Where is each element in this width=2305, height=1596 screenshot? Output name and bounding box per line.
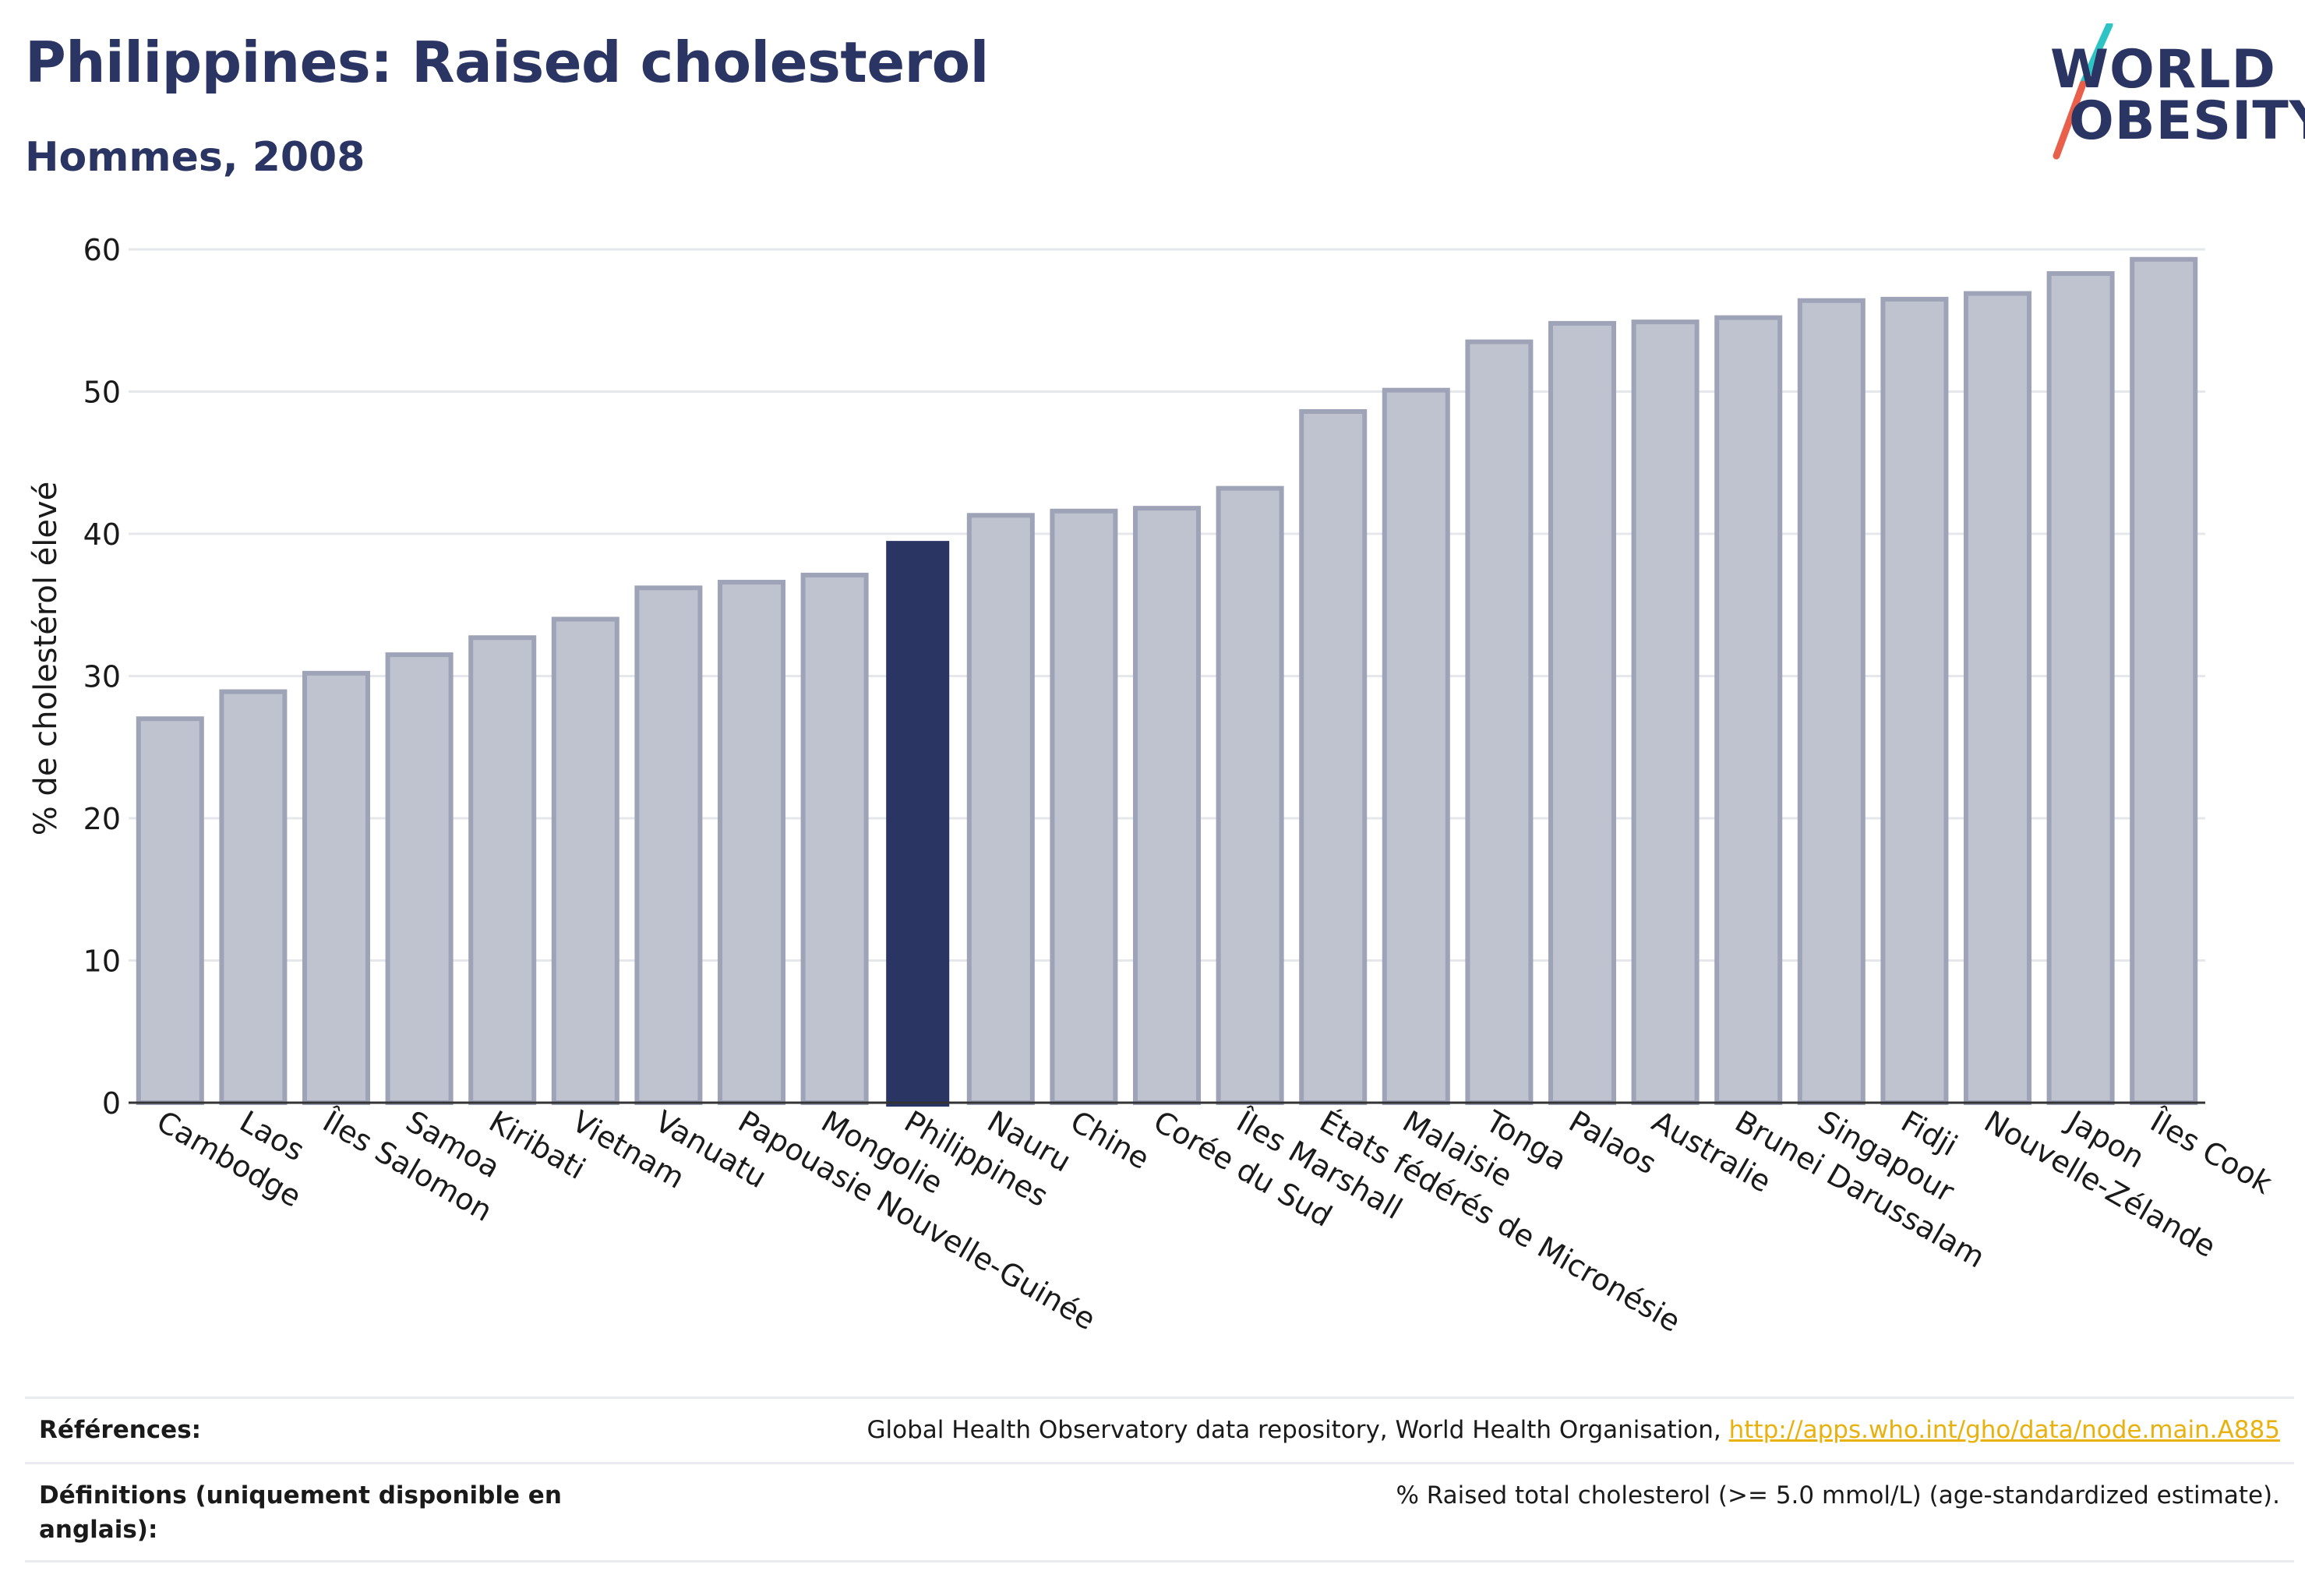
world-obesity-logo[interactable]: WORLD OBESITY <box>2038 23 2305 164</box>
references-text: Global Health Observatory data repositor… <box>867 1416 1721 1444</box>
x-tick-label: Kiribati <box>483 1104 591 1186</box>
bar-îles-marshall[interactable] <box>1216 486 1284 1105</box>
bar-cambodge[interactable] <box>136 716 204 1105</box>
bar-kiribati[interactable] <box>468 635 537 1105</box>
bar-papouasie-nouvelle-guinée[interactable] <box>717 580 786 1105</box>
bar-singapour[interactable] <box>1797 298 1866 1106</box>
logo-text-line1: WORLD <box>2050 39 2276 101</box>
logo-text-line2: OBESITY <box>2069 90 2305 152</box>
bar-vietnam[interactable] <box>551 616 619 1105</box>
bar-brunei-darussalam[interactable] <box>1714 315 1783 1106</box>
definitions-row: Définitions (uniquement disponible en an… <box>25 1462 2294 1562</box>
y-tick-label: 50 <box>83 376 121 410</box>
y-tick-label: 20 <box>83 802 121 836</box>
bar-nauru[interactable] <box>966 513 1035 1105</box>
chart-title: Philippines: Raised cholesterol <box>25 30 989 95</box>
footer-divider <box>25 1560 2294 1562</box>
y-tick-label: 0 <box>102 1086 121 1121</box>
y-tick-label: 40 <box>83 517 121 552</box>
references-link[interactable]: http://apps.who.int/gho/data/node.main.A… <box>1728 1416 2280 1444</box>
definitions-label: Définitions (uniquement disponible en an… <box>39 1481 562 1544</box>
bar-îles-cook[interactable] <box>2130 256 2198 1105</box>
bar-fidji[interactable] <box>1880 296 1949 1105</box>
bar-chine[interactable] <box>1050 508 1118 1105</box>
bars <box>136 256 2198 1107</box>
bar-nouvelle-zélande[interactable] <box>1963 291 2032 1106</box>
bar-états-fédérés-de-micronésie[interactable] <box>1299 409 1368 1105</box>
x-tick-label: Chine <box>1064 1104 1155 1176</box>
bar-corée-du-sud[interactable] <box>1132 506 1202 1105</box>
bar-australie[interactable] <box>1631 320 1700 1105</box>
logo-slash-icon <box>2053 23 2113 160</box>
x-tick-label: Îles Cook <box>2144 1103 2278 1201</box>
y-tick-labels: 0 10 20 30 40 50 60 <box>83 233 121 1121</box>
bar-îles-salomon[interactable] <box>302 670 371 1105</box>
x-tick-label: Palaos <box>1563 1104 1662 1181</box>
chart-subtitle: Hommes, 2008 <box>25 134 365 181</box>
y-tick-label: 10 <box>83 945 121 979</box>
references-label: Références: <box>39 1416 202 1444</box>
references-value: Global Health Observatory data repositor… <box>867 1413 2280 1447</box>
references-row: Références: Global Health Observatory da… <box>25 1396 2294 1461</box>
bar-japon[interactable] <box>2046 271 2115 1105</box>
y-tick-label: 60 <box>83 233 121 267</box>
definitions-value: % Raised total cholesterol (>= 5.0 mmol/… <box>1396 1481 2280 1509</box>
bar-vanuatu[interactable] <box>634 585 703 1105</box>
y-axis-label: % de cholestérol élevé <box>28 482 64 836</box>
bar-philippines[interactable] <box>886 541 950 1107</box>
bar-malaisie[interactable] <box>1382 387 1450 1105</box>
bar-palaos[interactable] <box>1548 320 1617 1105</box>
bar-tonga[interactable] <box>1465 339 1534 1105</box>
y-tick-label: 30 <box>83 660 121 694</box>
bar-samoa[interactable] <box>385 652 454 1105</box>
bar-laos[interactable] <box>219 689 288 1105</box>
bar-mongolie[interactable] <box>800 572 869 1105</box>
